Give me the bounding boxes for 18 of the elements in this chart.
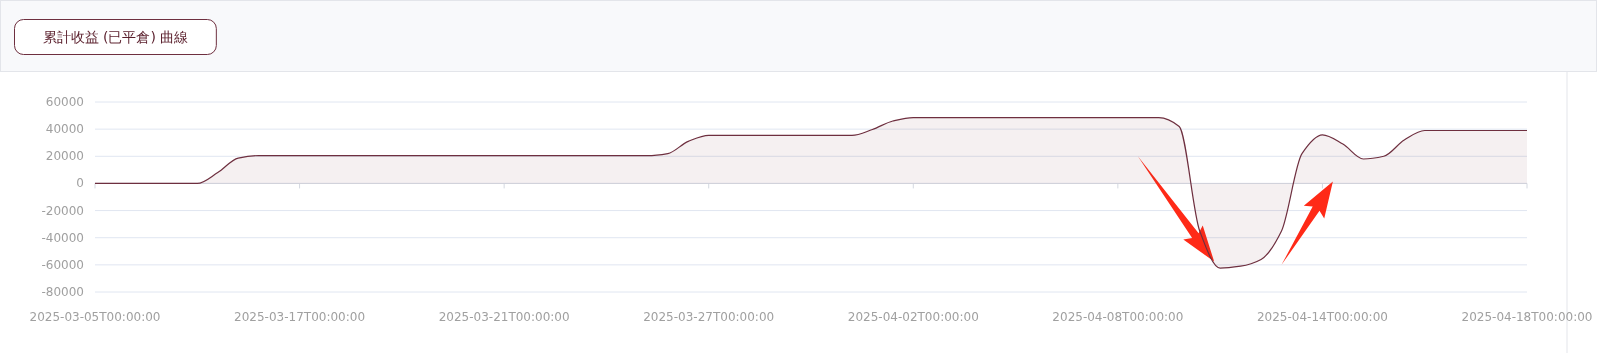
y-tick-label: -80000: [41, 285, 84, 299]
y-tick-label: -20000: [41, 203, 84, 218]
x-tick-label: 2025-04-02T00:00:00: [847, 310, 979, 324]
x-tick-label: 2025-03-21T00:00:00: [438, 310, 570, 324]
x-tick-label: 2025-04-08T00:00:00: [1052, 310, 1184, 324]
y-tick-label: -60000: [41, 257, 84, 272]
y-tick-label: -40000: [41, 230, 84, 245]
y-tick-label: 60000: [45, 95, 84, 109]
y-tick-label: 0: [76, 176, 84, 191]
y-tick-label: 40000: [45, 122, 84, 137]
x-tick-label: 2025-04-14T00:00:00: [1256, 310, 1388, 324]
x-tick-label: 2025-03-05T00:00:00: [29, 310, 161, 324]
x-tick-label: 2025-03-17T00:00:00: [234, 310, 366, 324]
chart-title: 累計收益 (已平倉) 曲線: [42, 29, 189, 45]
title: 累計收益 (已平倉) 曲線: [14, 19, 217, 55]
x-tick-label: 2025-04-18T00:00:00: [1461, 310, 1593, 324]
y-tick-label: 20000: [45, 149, 84, 164]
x-tick-label: 2025-03-27T00:00:00: [643, 310, 775, 324]
